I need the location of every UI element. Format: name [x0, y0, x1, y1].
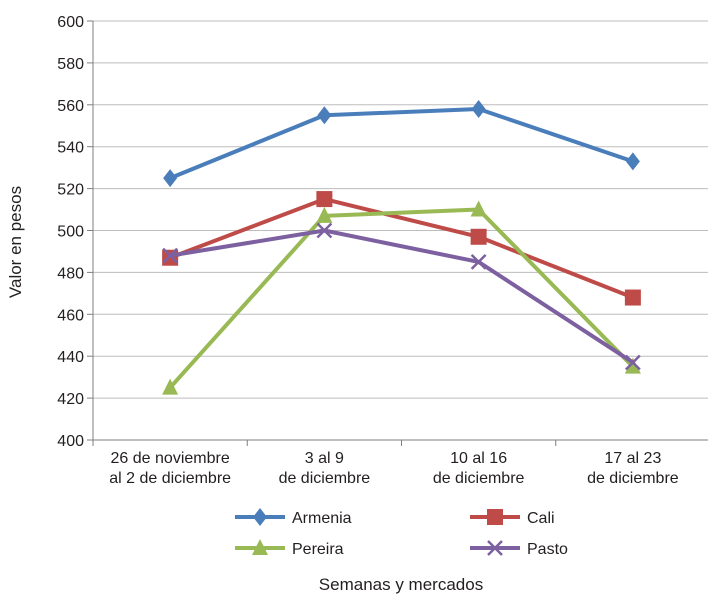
legend-label: Pasto: [527, 541, 568, 558]
x-tick-label: 26 de noviembre al 2 de diciembre: [109, 450, 231, 487]
legend-label: Pereira: [292, 541, 344, 558]
x-tick-label-line: 3 al 9: [305, 450, 344, 467]
x-tick-label: 3 al 9 de diciembre: [279, 450, 371, 487]
tick-labels: 400 420 440 460 480 500 520 540 560 580 600 26 de n…: [57, 14, 678, 487]
y-tick-label: 580: [57, 56, 84, 73]
data-point: [624, 357, 641, 374]
data-point: [624, 289, 641, 306]
x-tick-label-line: al 2 de diciembre: [109, 470, 231, 487]
x-tick-label: 10 al 16 de diciembre: [433, 450, 525, 487]
legend-label: Cali: [527, 510, 555, 527]
legend-marker: [487, 509, 503, 525]
data-point: [470, 228, 487, 245]
series-line: [168, 207, 635, 390]
y-tick-label: 420: [57, 391, 84, 408]
x-tick-label: 17 al 23 de diciembre: [587, 450, 679, 487]
data-point: [624, 354, 641, 371]
y-axis-title: Valor en pesos: [6, 186, 25, 298]
x-tick-label-line: de diciembre: [433, 470, 525, 487]
data-point: [162, 247, 179, 264]
x-tick-label-line: 26 de noviembre: [111, 450, 230, 467]
x-tick-label-line: de diciembre: [279, 470, 371, 487]
data-point: [471, 99, 486, 118]
y-tick-label: 520: [57, 182, 84, 199]
data-point: [163, 169, 178, 188]
data-point: [316, 191, 333, 208]
data-point: [316, 222, 333, 239]
x-tick-label-line: 10 al 16: [450, 450, 507, 467]
legend-item-pereira: Pereira: [235, 539, 344, 558]
legend-marker: [253, 508, 267, 526]
data-point: [317, 106, 332, 125]
series-line: [168, 197, 635, 300]
legend: Armenia Cali Pereira Pasto: [235, 508, 568, 558]
series-pasto: [162, 222, 641, 371]
data-point: [316, 206, 333, 223]
y-tick-label: 440: [57, 349, 84, 366]
series-pereira: [162, 200, 641, 395]
legend-item-cali: Cali: [470, 509, 555, 527]
y-tick-label: 560: [57, 98, 84, 115]
x-axis-title: Semanas y mercados: [319, 575, 483, 594]
series-line: [168, 228, 635, 365]
series-cali: [162, 191, 641, 306]
gridlines: [93, 20, 708, 441]
data-point: [470, 254, 487, 270]
y-tick-label: 400: [57, 433, 84, 450]
y-tick-label: 600: [57, 14, 84, 31]
y-tick-label: 460: [57, 307, 84, 324]
data-point: [162, 249, 179, 266]
legend-item-armenia: Armenia: [235, 508, 352, 527]
legend-marker: [252, 539, 268, 555]
data-point: [625, 152, 640, 171]
legend-marker: [487, 540, 503, 556]
y-tick-label: 480: [57, 265, 84, 282]
data-point: [162, 378, 179, 395]
legend-label: Armenia: [292, 510, 352, 527]
series-layer: [162, 99, 641, 395]
y-tick-label: 500: [57, 224, 84, 241]
x-tick-label-line: de diciembre: [587, 470, 679, 487]
x-tick-label-line: 17 al 23: [604, 450, 661, 467]
legend-item-pasto: Pasto: [470, 540, 568, 558]
data-point: [470, 200, 487, 217]
y-tick-label: 540: [57, 140, 84, 157]
series-armenia: [163, 99, 640, 188]
axes: [87, 20, 708, 446]
series-line: [168, 106, 635, 181]
